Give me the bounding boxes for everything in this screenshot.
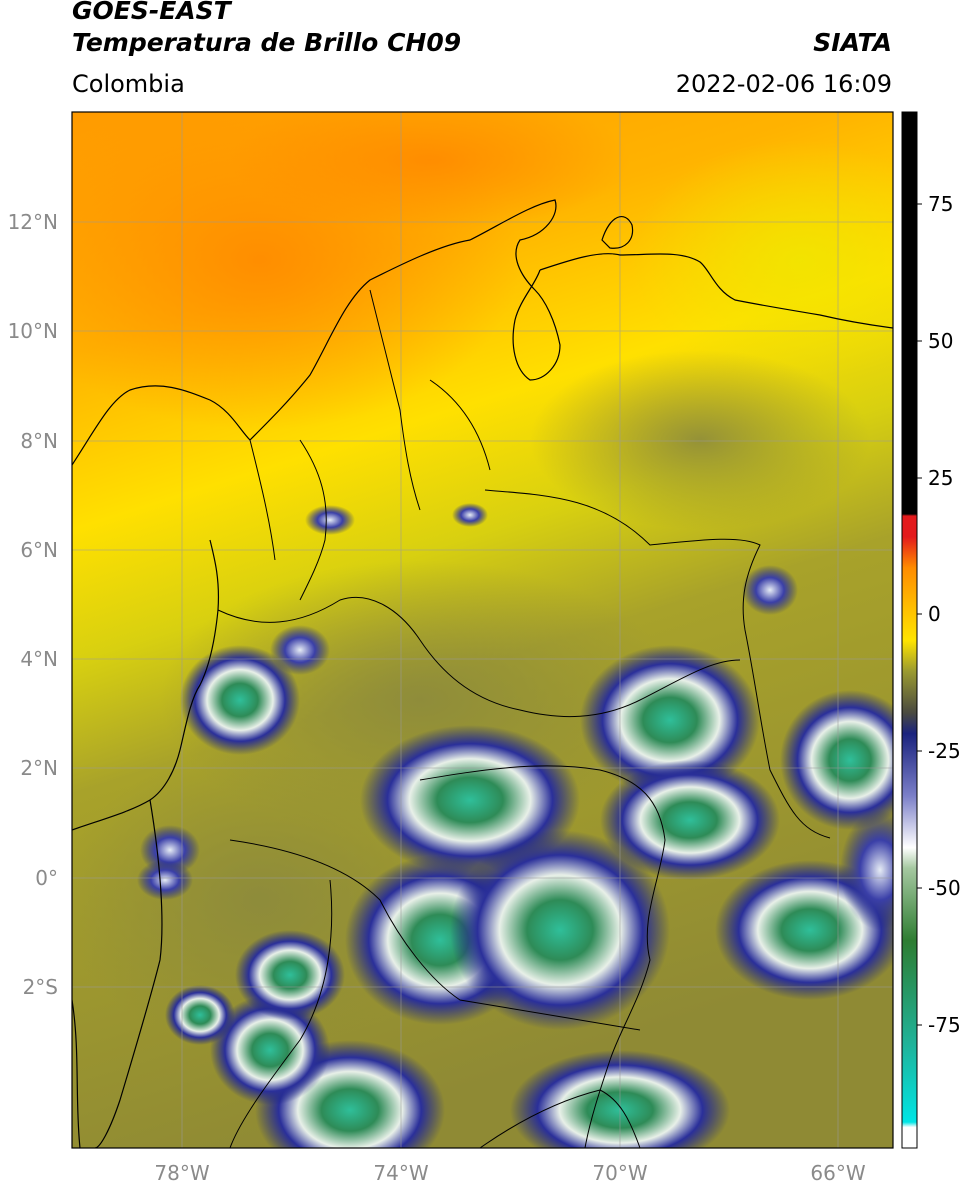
source-label: SIATA (813, 28, 892, 57)
colorbar (901, 111, 918, 1149)
map-frame (71, 111, 894, 1149)
title-line2: Temperatura de Brillo CH09 (72, 28, 462, 57)
lat-label-6n: 6°N (20, 538, 58, 562)
admin-borders (217, 289, 831, 1148)
colorbar-label-minus25: -25 (928, 739, 961, 763)
coastlines-borders (72, 199, 893, 1148)
lon-label-78w: 78°W (154, 1161, 209, 1185)
colorbar-label-75: 75 (928, 192, 953, 216)
region-label: Colombia (72, 70, 185, 98)
lon-label-66w: 66°W (810, 1161, 865, 1185)
lat-label-2n: 2°N (20, 756, 58, 780)
colorbar-label-minus75: -75 (928, 1013, 961, 1037)
datetime-label: 2022-02-06 16:09 (675, 70, 892, 98)
lat-label-4n: 4°N (20, 647, 58, 671)
colorbar-label-minus50: -50 (928, 876, 961, 900)
lat-label-12n: 12°N (8, 210, 58, 234)
lat-label-10n: 10°N (8, 319, 58, 343)
lat-label-0: 0° (35, 866, 58, 890)
colorbar-label-25: 25 (928, 466, 953, 490)
lat-label-2s: 2°S (23, 975, 58, 999)
lon-label-70w: 70°W (592, 1161, 647, 1185)
colorbar-ticks (917, 203, 922, 1026)
colorbar-label-0: 0 (928, 602, 941, 626)
lat-label-8n: 8°N (20, 429, 58, 453)
gridlines (72, 112, 893, 1148)
brightness-temperature-image (72, 112, 893, 1148)
lon-label-74w: 74°W (373, 1161, 428, 1185)
title-line1: GOES-EAST (72, 0, 231, 25)
colorbar-label-50: 50 (928, 329, 953, 353)
